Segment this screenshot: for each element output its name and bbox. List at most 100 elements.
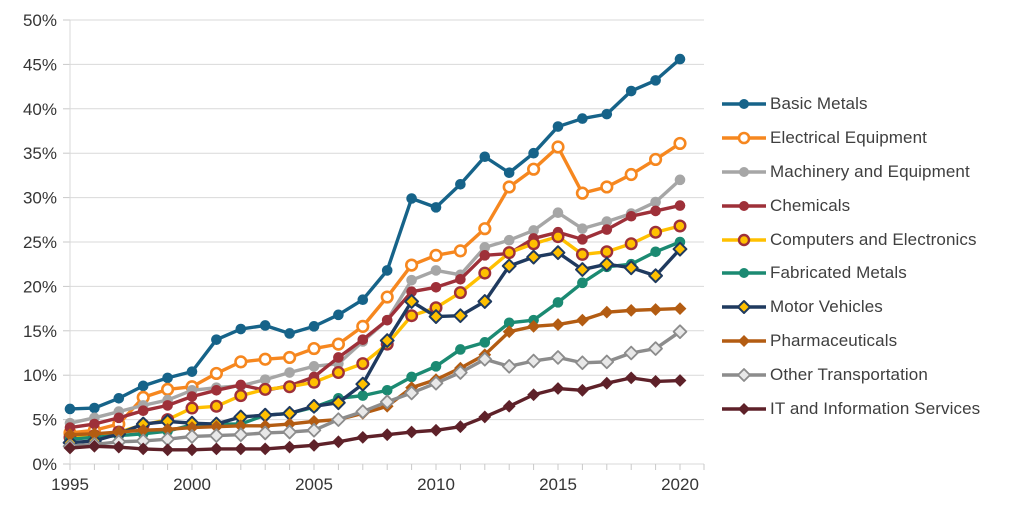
- marker-chemicals: [89, 418, 100, 430]
- legend-marker-other-transportation: [722, 368, 766, 382]
- marker-computers-and-electronics: [356, 357, 370, 371]
- marker-chemicals: [381, 314, 393, 326]
- legend-marker-machinery-and-equipment: [722, 166, 766, 177]
- marker-it-and-information-services: [624, 371, 638, 385]
- marker-chemicals: [577, 234, 588, 245]
- marker-it-and-information-services: [454, 420, 467, 434]
- marker-other-transportation: [477, 351, 493, 367]
- marker-computers-and-electronics: [624, 237, 638, 251]
- marker-pharmaceuticals: [161, 422, 174, 436]
- y-tick-label: 0%: [32, 455, 57, 474]
- marker-it-and-information-services: [478, 410, 492, 424]
- marker-it-and-information-services: [136, 442, 150, 456]
- marker-basic-metals: [601, 108, 613, 120]
- marker-chemicals: [650, 205, 661, 217]
- marker-electrical-equipment: [502, 180, 516, 194]
- marker-basic-metals: [528, 147, 539, 159]
- marker-machinery-and-equipment: [259, 374, 271, 385]
- marker-chemicals: [357, 334, 369, 345]
- marker-chemicals: [211, 384, 222, 396]
- legend-item-other-transportation: Other Transportation: [720, 358, 980, 392]
- marker-computers-and-electronics: [283, 380, 297, 394]
- marker-computers-and-electronics: [649, 225, 663, 239]
- marker-fabricated-metals: [381, 384, 393, 396]
- marker-pharmaceuticals: [63, 428, 77, 442]
- marker-electrical-equipment: [648, 152, 663, 167]
- marker-chemicals: [64, 422, 76, 433]
- marker-it-and-information-services: [185, 443, 199, 457]
- marker-pharmaceuticals: [649, 303, 662, 316]
- legend-marker-basic-metals: [722, 98, 766, 109]
- marker-electrical-equipment: [209, 366, 223, 381]
- marker-machinery-and-equipment: [650, 196, 661, 208]
- marker-it-and-information-services: [429, 423, 443, 437]
- y-tick-label: 5%: [32, 411, 57, 430]
- marker-fabricated-metals: [455, 344, 466, 355]
- marker-other-transportation: [526, 353, 541, 369]
- marker-it-and-information-services: [112, 440, 126, 454]
- marker-computers-and-electronics: [478, 266, 492, 280]
- marker-pharmaceuticals: [112, 425, 126, 439]
- marker-electrical-equipment: [526, 162, 541, 176]
- marker-motor-vehicles: [575, 262, 590, 277]
- marker-it-and-information-services: [283, 440, 296, 454]
- marker-it-and-information-services: [258, 442, 272, 456]
- marker-computers-and-electronics: [405, 309, 419, 323]
- marker-electrical-equipment: [624, 167, 638, 182]
- marker-it-and-information-services: [527, 388, 540, 402]
- marker-pharmaceuticals: [283, 417, 296, 431]
- marker-motor-vehicles: [379, 333, 395, 348]
- legend-item-fabricated-metals: Fabricated Metals: [720, 256, 980, 290]
- x-tick-label: 2015: [539, 475, 577, 494]
- legend-item-machinery-and-equipment: Machinery and Equipment: [720, 155, 980, 189]
- marker-it-and-information-services: [88, 439, 101, 453]
- legend-marker-it-and-information-services: [722, 402, 766, 415]
- marker-pharmaceuticals: [576, 313, 589, 327]
- marker-fabricated-metals: [406, 371, 417, 383]
- marker-pharmaceuticals: [527, 319, 540, 333]
- marker-machinery-and-equipment: [528, 225, 539, 236]
- marker-electrical-equipment: [453, 244, 468, 258]
- legend-item-motor-vehicles: Motor Vehicles: [720, 290, 980, 324]
- marker-machinery-and-equipment: [479, 242, 491, 253]
- marker-other-transportation: [209, 428, 224, 443]
- marker-chemicals: [455, 273, 466, 285]
- y-tick-label: 25%: [23, 233, 57, 252]
- marker-basic-metals: [650, 75, 661, 86]
- marker-electrical-equipment: [405, 258, 419, 272]
- marker-other-transportation: [306, 422, 322, 438]
- marker-computers-and-electronics: [600, 245, 614, 259]
- x-tick-label: 2005: [295, 475, 333, 494]
- marker-fabricated-metals: [577, 277, 588, 289]
- x-tick-label: 2010: [417, 475, 455, 494]
- legend: Basic Metals Electrical Equipment Machiner…: [720, 87, 980, 426]
- marker-chemicals: [235, 379, 247, 391]
- marker-motor-vehicles: [331, 395, 346, 411]
- y-tick-label: 10%: [23, 366, 57, 385]
- legend-label: Chemicals: [770, 195, 851, 215]
- marker-other-transportation: [428, 375, 444, 391]
- legend-marker-motor-vehicles: [722, 300, 766, 315]
- marker-computers-and-electronics: [453, 286, 467, 300]
- series-line-machinery-and-equipment: [68, 178, 682, 425]
- marker-other-transportation: [404, 385, 419, 401]
- marker-pharmaceuticals: [600, 305, 614, 319]
- marker-basic-metals: [333, 309, 344, 321]
- marker-it-and-information-services: [356, 430, 370, 444]
- marker-electrical-equipment: [307, 341, 321, 356]
- marker-basic-metals: [503, 167, 515, 179]
- marker-it-and-information-services: [380, 428, 394, 442]
- y-tick-label: 45%: [23, 55, 57, 74]
- marker-basic-metals: [552, 121, 564, 132]
- marker-other-transportation: [184, 429, 200, 444]
- marker-basic-metals: [284, 328, 295, 339]
- marker-pharmaceuticals: [673, 302, 687, 315]
- y-tick-label: 35%: [23, 144, 57, 163]
- legend-label: IT and Information Services: [770, 398, 981, 418]
- legend-label: Basic Metals: [770, 93, 868, 113]
- marker-it-and-information-services: [234, 442, 248, 456]
- marker-electrical-equipment: [551, 140, 565, 154]
- marker-pharmaceuticals: [88, 427, 101, 441]
- marker-motor-vehicles: [648, 268, 663, 284]
- marker-motor-vehicles: [355, 376, 371, 392]
